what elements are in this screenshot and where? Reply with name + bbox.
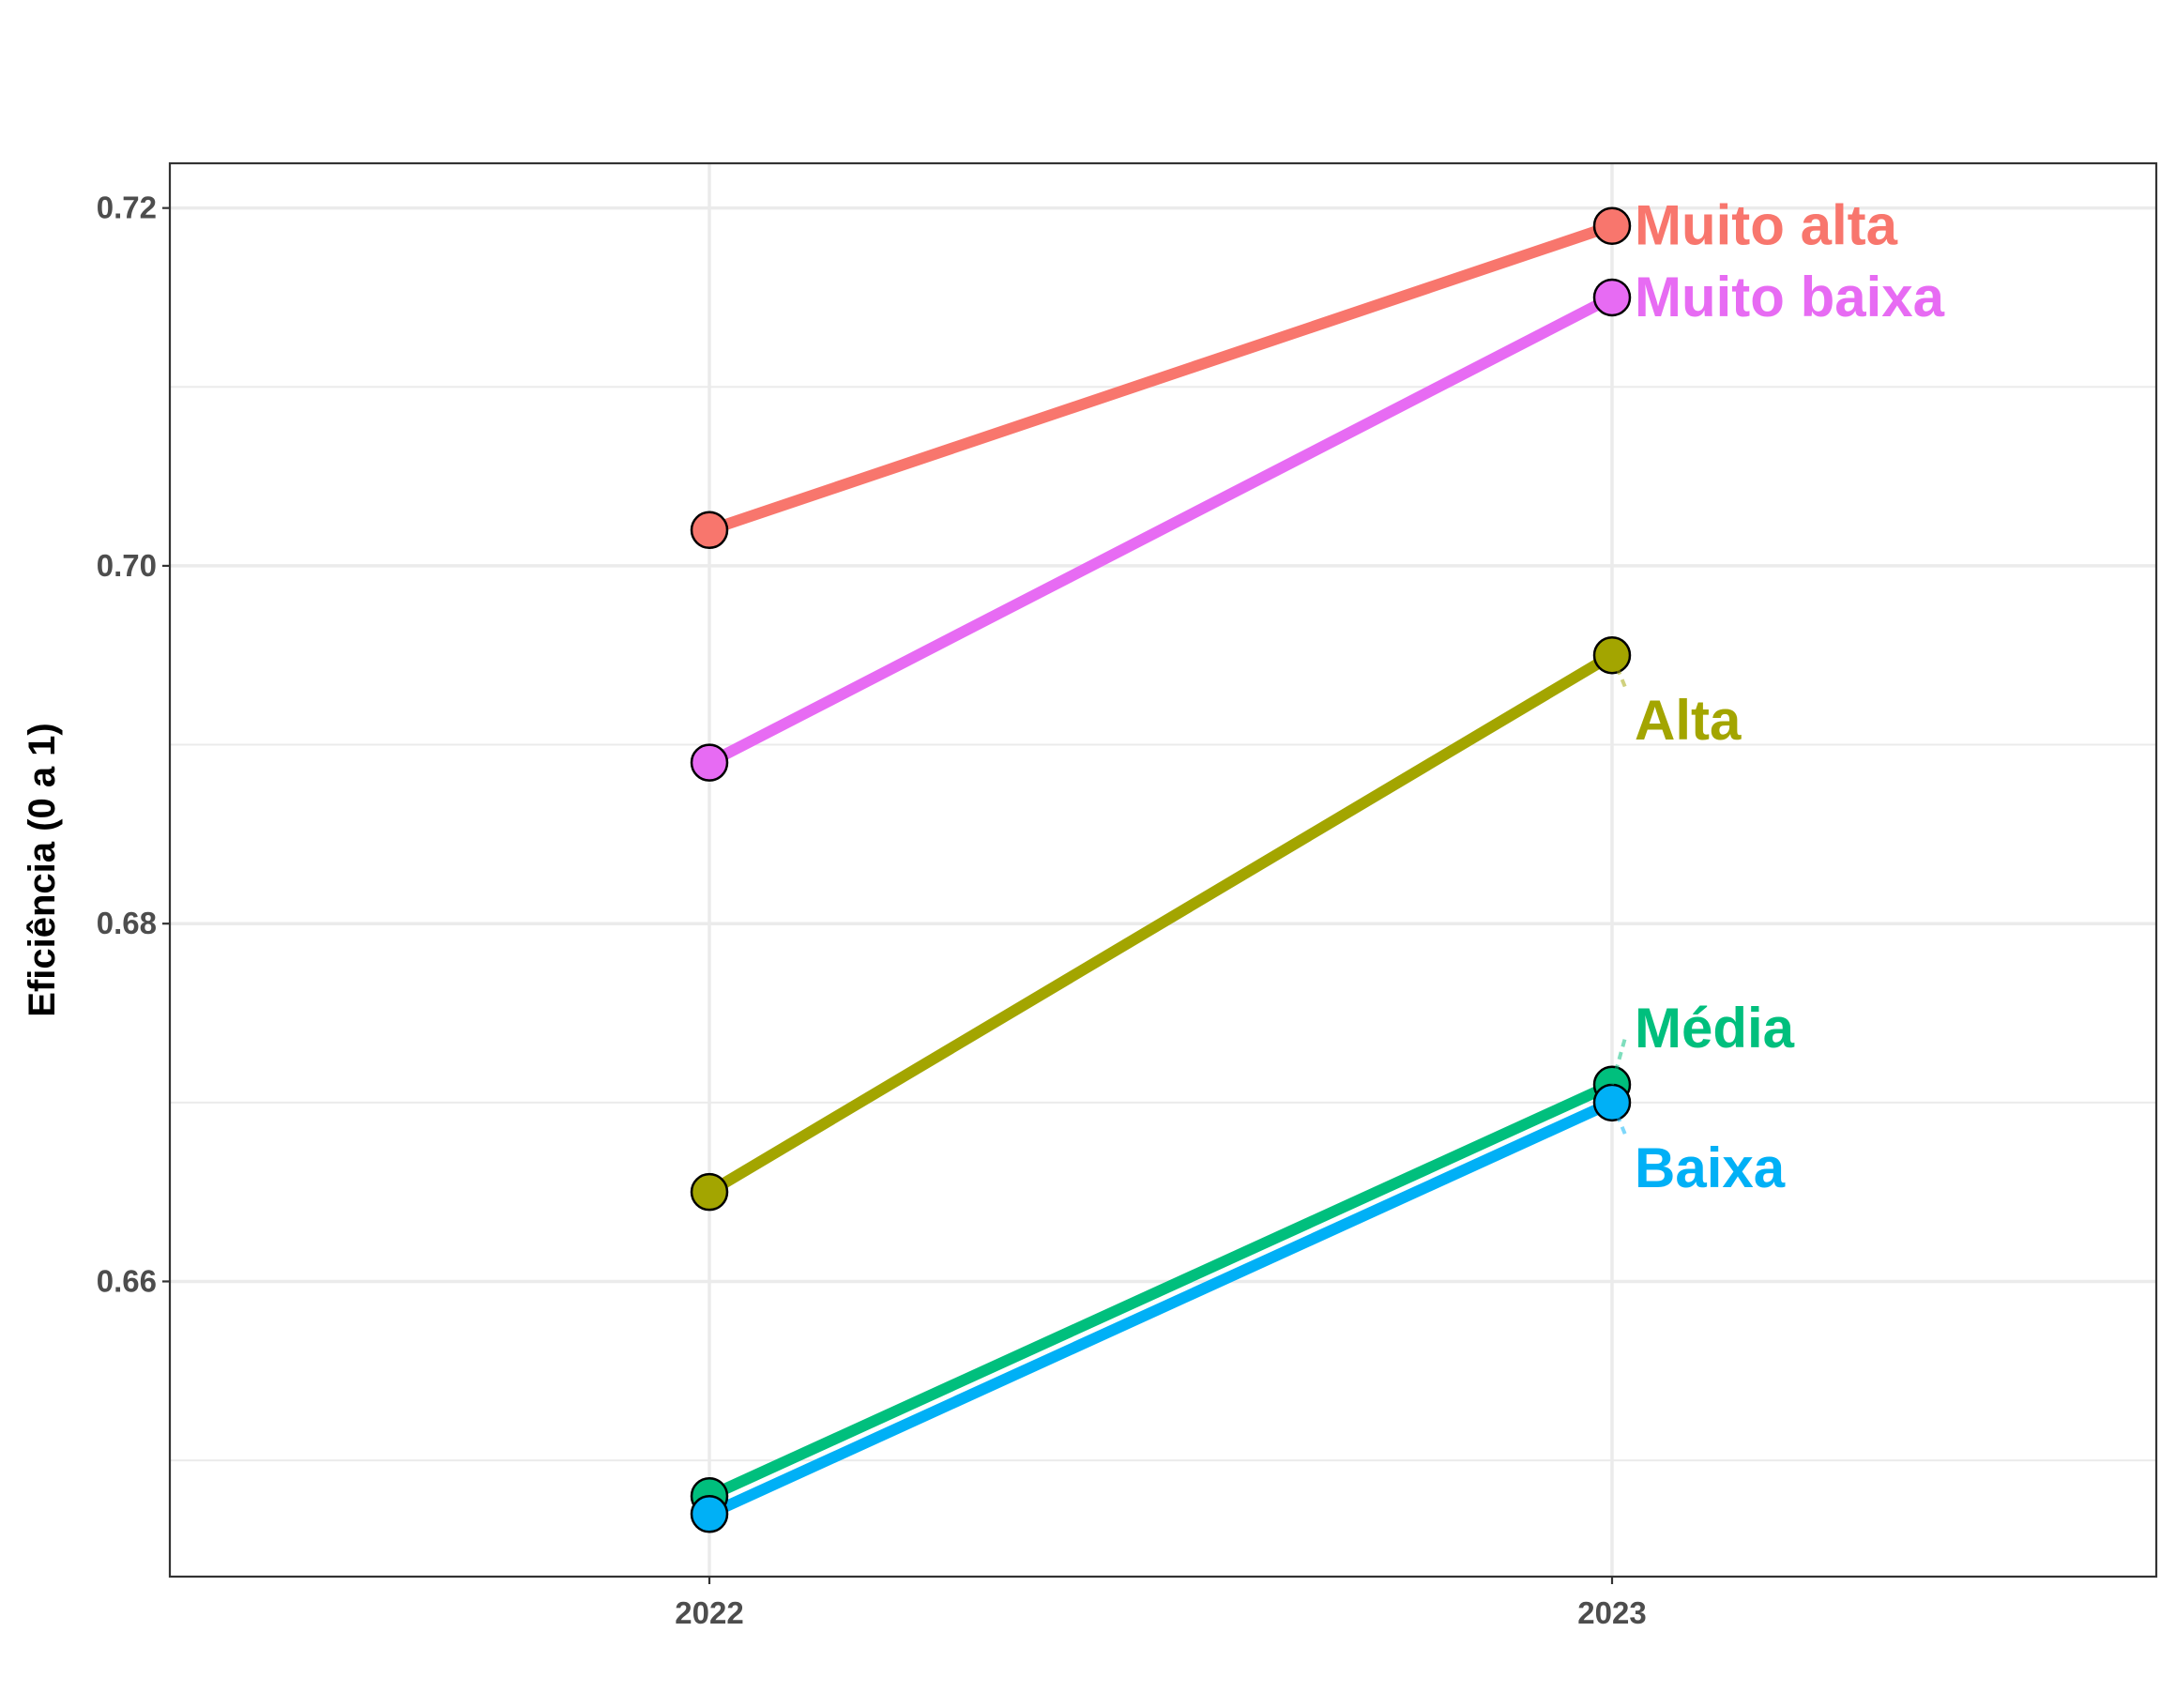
series-point-0-1	[1592, 206, 1632, 245]
y-tick-label-2: 0.70	[97, 548, 157, 583]
label-connector-3	[1610, 1037, 1627, 1086]
series-line-3	[707, 1079, 1615, 1502]
y-tick-label-1: 0.68	[97, 906, 157, 940]
series-line-1	[707, 292, 1615, 768]
series-label-1: Muito baixa	[1635, 266, 1945, 328]
x-tick-label-0: 2022	[675, 1595, 743, 1630]
series-point-2-0	[690, 1172, 729, 1212]
label-connector-4	[1610, 1102, 1627, 1136]
series-point-1-0	[690, 743, 729, 782]
plot-panel-border	[168, 161, 2158, 1578]
series-point-0-0	[690, 511, 729, 550]
y-tick-label-3: 0.72	[97, 191, 157, 225]
series-point-4-0	[690, 1495, 729, 1533]
y-axis-title: Eficiência (0 a 1)	[22, 723, 63, 1016]
series-point-1-1	[1592, 278, 1632, 317]
x-tick-label-1: 2023	[1577, 1595, 1646, 1630]
series-layer	[690, 206, 1632, 1533]
series-line-2	[706, 650, 1616, 1197]
axis-layer: 0.66 0.68 0.70 0.72 2022 2023	[97, 191, 1647, 1630]
series-line-4	[707, 1097, 1615, 1519]
series-label-3: Média	[1635, 997, 1795, 1060]
series-line-0	[708, 221, 1614, 536]
series-label-2: Alta	[1635, 689, 1742, 752]
series-label-0: Muito alta	[1635, 194, 1898, 257]
label-connector-2	[1610, 654, 1627, 689]
y-tick-label-0: 0.66	[97, 1263, 157, 1298]
label-layer: Muito alta Muito baixa Alta Média Baixa	[1610, 194, 1945, 1199]
series-label-4: Baixa	[1635, 1136, 1786, 1199]
